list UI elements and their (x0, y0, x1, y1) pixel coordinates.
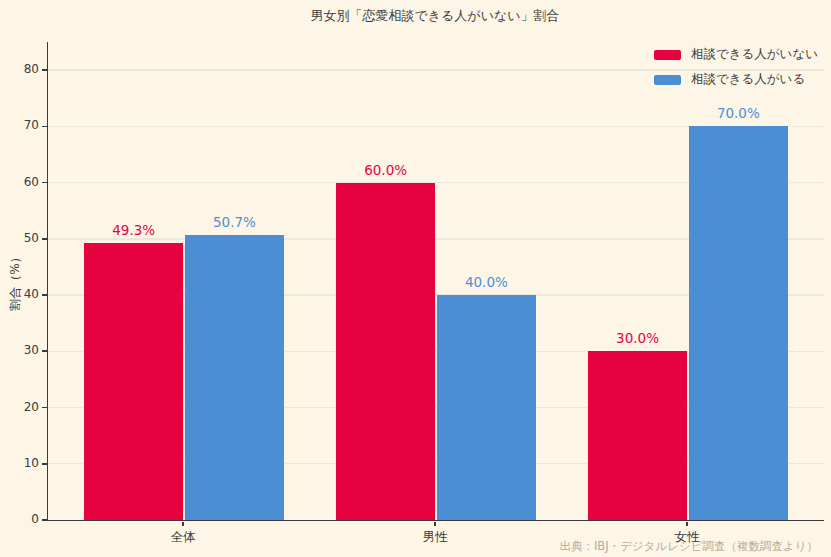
y-axis-label: 割合（%） (7, 251, 24, 310)
y-tick-label: 10 (5, 456, 39, 470)
bar-value-label: 50.7% (213, 214, 256, 230)
x-tick-mark (434, 522, 436, 526)
bar-no (588, 351, 687, 520)
y-tick-mark (42, 126, 47, 128)
chart-figure: 男女別「恋愛相談できる人がいない」割合 割合（%） 49.3% 60.0% 30.0… (0, 0, 831, 557)
y-tick-mark (42, 182, 47, 184)
bar-no (336, 183, 435, 520)
y-tick-label: 0 (5, 512, 39, 526)
x-tick-mark (686, 522, 688, 526)
bar-yes (437, 295, 536, 520)
y-tick-mark (42, 238, 47, 240)
y-tick-label: 20 (5, 400, 39, 414)
bar-yes (185, 235, 284, 520)
bar-value-label: 30.0% (616, 330, 659, 346)
y-tick-mark (42, 463, 47, 465)
y-tick-mark (42, 407, 47, 409)
plot-area: 49.3% 60.0% 30.0% 50.7% 40.0% 70.0% (47, 42, 824, 521)
bar-yes (689, 126, 788, 520)
x-tick-mark (182, 522, 184, 526)
legend-item-yes: 相談できる人がいる (654, 71, 818, 88)
chart-title: 男女別「恋愛相談できる人がいない」割合 (47, 7, 823, 25)
legend-label-yes: 相談できる人がいる (691, 71, 805, 88)
y-tick-label: 40 (5, 287, 39, 301)
bar-value-label: 70.0% (717, 105, 760, 121)
x-tick-label: 女性 (674, 529, 699, 546)
y-tick-label: 30 (5, 343, 39, 357)
y-tick-label: 60 (5, 175, 39, 189)
y-tick-mark (42, 69, 47, 71)
legend: 相談できる人がいない 相談できる人がいる (654, 46, 818, 88)
y-tick-mark (42, 350, 47, 352)
legend-swatch-red (654, 50, 681, 60)
y-tick-label: 70 (5, 118, 39, 132)
bar-value-label: 40.0% (465, 274, 508, 290)
y-tick-mark (42, 294, 47, 296)
legend-item-no: 相談できる人がいない (654, 46, 818, 63)
bar-no (84, 243, 183, 520)
bar-value-label: 60.0% (364, 162, 407, 178)
bar-value-label: 49.3% (112, 222, 155, 238)
y-tick-label: 50 (5, 231, 39, 245)
y-tick-label: 80 (5, 62, 39, 76)
x-tick-label: 全体 (171, 529, 196, 546)
x-tick-label: 男性 (423, 529, 448, 546)
legend-label-no: 相談できる人がいない (691, 46, 818, 63)
legend-swatch-blue (654, 75, 681, 85)
y-tick-mark (42, 519, 47, 521)
